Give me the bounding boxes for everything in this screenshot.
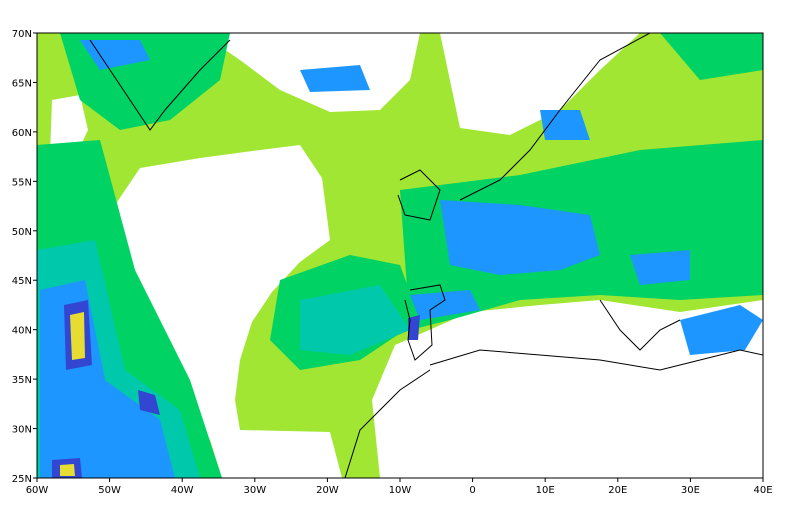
lon-label: 0: [469, 485, 475, 496]
field-blue: [300, 65, 370, 92]
lon-label: 30E: [681, 485, 700, 496]
lat-label: 60N: [12, 128, 32, 139]
field-teal: [300, 285, 410, 355]
field-blue: [440, 200, 600, 275]
lon-label: 20W: [316, 485, 339, 496]
lon-label: 30W: [243, 485, 266, 496]
field-blue: [630, 250, 690, 285]
lat-label: 45N: [12, 276, 32, 287]
lon-label: 40W: [171, 485, 194, 496]
lat-label: 25N: [12, 474, 32, 485]
lon-label: 20E: [608, 485, 627, 496]
field-blue: [680, 305, 763, 355]
precipitation-field: [37, 33, 763, 478]
field-green: [660, 33, 763, 80]
field-white: [440, 33, 640, 135]
lat-axis: 25N 30N 35N 40N 45N 50N 55N 60N 65N 70N: [12, 29, 37, 485]
field-white: [372, 300, 763, 478]
lon-label: 40E: [753, 485, 772, 496]
lon-label: 10W: [389, 485, 412, 496]
lat-label: 70N: [12, 29, 32, 40]
field-yellow: [70, 312, 85, 360]
field-yellow: [60, 464, 75, 476]
field-dark-blue: [408, 315, 420, 340]
lat-label: 65N: [12, 78, 32, 89]
lon-label: 50W: [98, 485, 121, 496]
lat-label: 35N: [12, 375, 32, 386]
field-blue: [80, 40, 150, 70]
lon-axis: 60W 50W 40W 30W 20W 10W 0 10E 20E 30E 40E: [26, 478, 773, 496]
field-dark-blue: [138, 390, 160, 415]
coastlines: [89, 33, 763, 478]
lat-label: 55N: [12, 177, 32, 188]
field-blue: [410, 290, 480, 320]
lat-label: 30N: [12, 425, 32, 436]
lon-label: 10E: [536, 485, 555, 496]
lat-label: 40N: [12, 326, 32, 337]
field-blue: [540, 110, 590, 140]
lat-label: 50N: [12, 227, 32, 238]
field-white: [115, 145, 342, 478]
lon-label: 60W: [26, 485, 49, 496]
